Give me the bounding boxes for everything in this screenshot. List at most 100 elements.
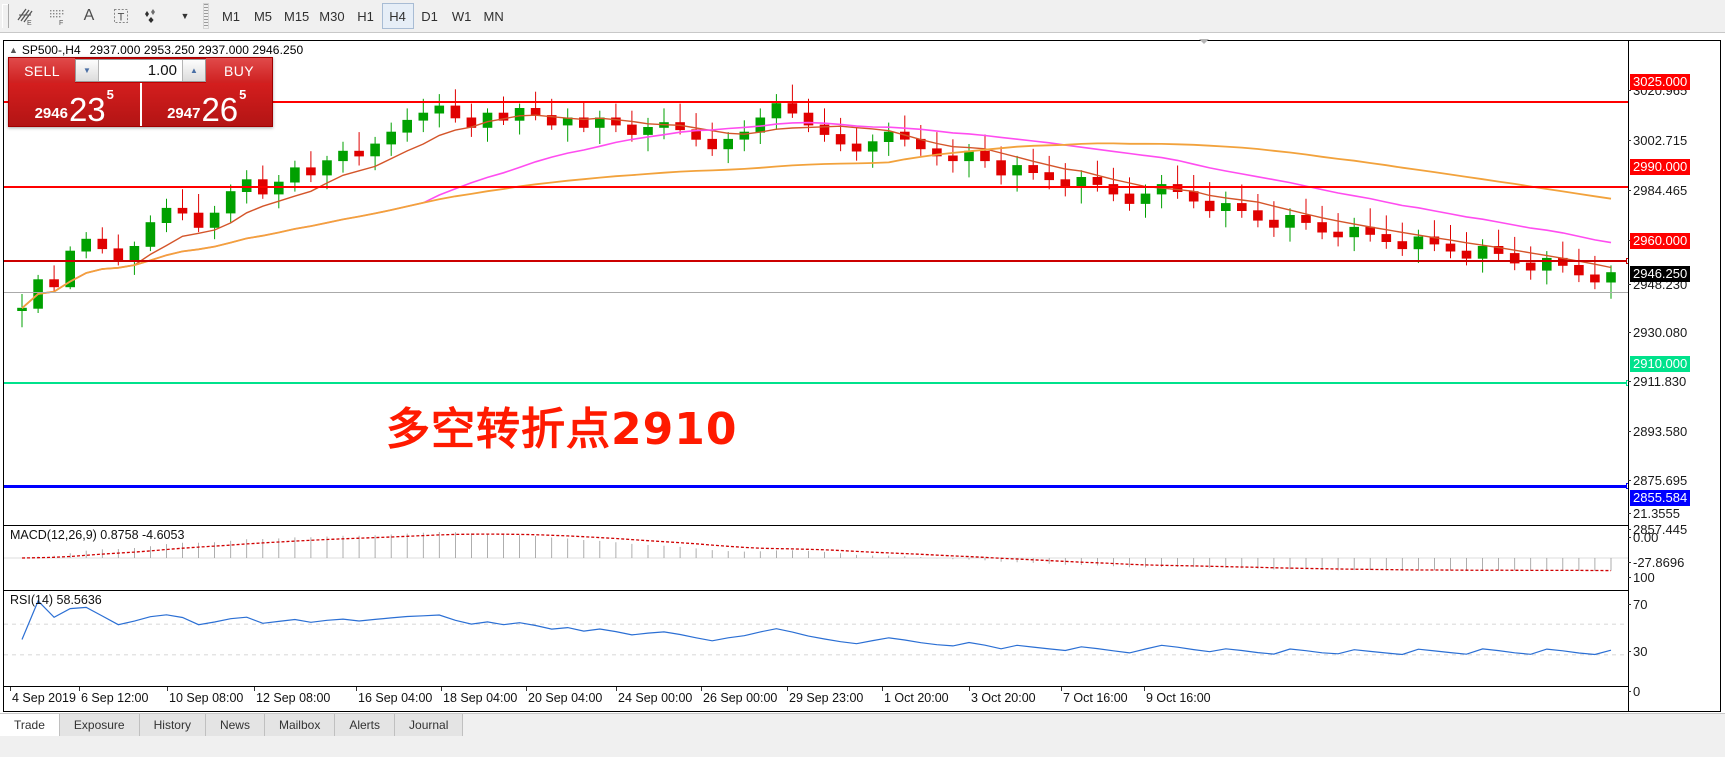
timeframe-m30[interactable]: M30 (319, 8, 345, 24)
chart-annotation-text: 多空转折点2910 (386, 404, 738, 455)
tab-alerts[interactable]: Alerts (335, 714, 396, 736)
svg-text:T: T (118, 12, 125, 24)
sell-button[interactable]: SELL (9, 58, 75, 83)
price-pane[interactable] (4, 56, 1629, 501)
rsi-tick: 70 (1627, 597, 1648, 612)
lot-decrease-icon[interactable]: ▼ (76, 60, 99, 81)
crosshair-e-icon[interactable]: E (10, 2, 40, 30)
time-label: 7 Oct 16:00 (1063, 691, 1128, 705)
buy-button[interactable]: BUY (206, 58, 272, 83)
macd-tick: 0.00 (1627, 530, 1659, 545)
rsi-chart-svg (4, 599, 1629, 656)
time-tick (526, 687, 527, 691)
tab-news[interactable]: News (205, 714, 265, 736)
time-label: 24 Sep 00:00 (618, 691, 693, 705)
macd-tick: 21.3555 (1628, 506, 1680, 521)
chart-window: ▲ SP500-,H4 2937.000 2953.250 2937.000 2… (3, 39, 1721, 712)
bottom-status-bar: Trade Exposure History News Mailbox Alerts Jou… (0, 713, 1725, 757)
price-tag-2990-000[interactable]: 2990.000 (1630, 159, 1691, 175)
one-click-trading-panel[interactable]: SELL ▼ 1.00 ▲ BUY 2946 23 5 2947 26 5 (8, 57, 273, 127)
time-tick (1144, 687, 1145, 691)
time-tick (616, 687, 617, 691)
price-tag-2946-250[interactable]: 2946.250 (1630, 266, 1691, 282)
time-tick (1061, 687, 1062, 691)
svg-text:F: F (59, 20, 63, 26)
time-tick (969, 687, 970, 691)
symbol-name: SP500-,H4 (21, 42, 81, 57)
sell-price-main: 23 (68, 91, 106, 128)
timeframe-h1[interactable]: H1 (357, 8, 374, 24)
price-tick: 2875.695 (1627, 473, 1688, 488)
sell-price[interactable]: 2946 23 5 (9, 83, 140, 126)
time-tick (10, 687, 11, 691)
time-tick (787, 687, 788, 691)
rsi-tick: 30 (1627, 644, 1648, 659)
rsi-tick: 0 (1627, 684, 1641, 699)
time-label: 10 Sep 08:00 (169, 691, 244, 705)
trade-panel-top-row: SELL ▼ 1.00 ▲ BUY (9, 58, 272, 83)
tab-history[interactable]: History (139, 714, 206, 736)
trade-panel-prices-row: 2946 23 5 2947 26 5 (9, 83, 272, 126)
chart-top-marker-icon (1199, 39, 1209, 44)
lot-size-input[interactable]: 1.00 (99, 60, 182, 81)
price-tag-2910-000[interactable]: 2910.000 (1630, 356, 1691, 372)
price-chart-svg (17, 84, 1616, 328)
sell-price-prefix: 2946 (34, 105, 68, 122)
price-tick: 2984.465 (1627, 183, 1688, 198)
rsi-tick: 100 (1628, 570, 1655, 585)
time-label: 1 Oct 20:00 (884, 691, 949, 705)
text-a-icon[interactable]: A (83, 7, 95, 24)
time-label: 20 Sep 04:00 (528, 691, 603, 705)
objects-icon[interactable] (138, 2, 168, 30)
toolbar-grip[interactable] (2, 4, 9, 28)
bottom-tabstrip[interactable]: Trade Exposure History News Mailbox Alerts Jou… (0, 714, 464, 736)
price-tick: 2893.580 (1627, 424, 1688, 439)
price-tick: 3002.715 (1627, 133, 1688, 148)
buy-price[interactable]: 2947 26 5 (139, 83, 272, 126)
price-tag-2960-000[interactable]: 2960.000 (1630, 233, 1691, 249)
time-label: 16 Sep 04:00 (358, 691, 433, 705)
timeframe-m15[interactable]: M15 (284, 8, 310, 24)
timeframe-h4[interactable]: H4 (381, 3, 414, 29)
tab-trade[interactable]: Trade (0, 714, 60, 736)
symbol-ohlc-line: ▲ SP500-,H4 2937.000 2953.250 2937.000 2… (4, 42, 1725, 57)
rsi-pane[interactable]: RSI(14) 58.5636 (4, 590, 1629, 712)
buy-price-fraction: 5 (239, 87, 247, 102)
macd-chart-svg (4, 532, 1629, 572)
lot-size-stepper[interactable]: ▼ 1.00 ▲ (75, 59, 206, 82)
time-label: 29 Sep 23:00 (789, 691, 864, 705)
tab-journal[interactable]: Journal (395, 714, 464, 736)
time-label: 6 Sep 12:00 (81, 691, 149, 705)
price-tag-2855-584[interactable]: 2855.584 (1630, 490, 1691, 506)
tab-exposure[interactable]: Exposure (59, 714, 140, 736)
price-tick: 2911.830 (1627, 374, 1687, 389)
price-tag-3025-000[interactable]: 3025.000 (1630, 74, 1691, 90)
price-tick: 2857.445 (1627, 522, 1688, 537)
symbol-ohlc-values: 2937.000 2953.250 2937.000 2946.250 (89, 42, 304, 57)
price-axis[interactable]: 3020.9653002.7152984.4652966.2152948.230… (1627, 41, 1720, 711)
sell-price-fraction: 5 (106, 87, 114, 102)
price-tick: 2930.080 (1627, 325, 1688, 340)
tab-mailbox[interactable]: Mailbox (264, 714, 336, 736)
macd-pane[interactable]: MACD(12,26,9) 0.8758 -4.6053 (4, 525, 1629, 589)
chevron-down-icon[interactable]: ▼ (180, 11, 190, 21)
time-label: 3 Oct 20:00 (971, 691, 1036, 705)
buy-price-prefix: 2947 (167, 105, 201, 122)
timeframe-w1[interactable]: W1 (451, 8, 472, 24)
main-toolbar: E F A T (0, 0, 1725, 33)
timeframe-m5[interactable]: M5 (253, 8, 273, 24)
time-tick (882, 687, 883, 691)
time-tick (167, 687, 168, 691)
timeframe-mn[interactable]: MN (483, 8, 504, 24)
timeframe-d1[interactable]: D1 (421, 8, 438, 24)
time-label: 18 Sep 04:00 (443, 691, 518, 705)
collapse-triangle-icon[interactable]: ▲ (9, 44, 18, 55)
toolbar-grip-2[interactable] (203, 3, 209, 29)
lot-increase-icon[interactable]: ▲ (182, 60, 205, 81)
timeframe-m1[interactable]: M1 (221, 8, 241, 24)
text-label-icon[interactable]: T (106, 2, 136, 30)
svg-text:E: E (27, 20, 32, 26)
macd-tick: -27.8696 (1627, 555, 1685, 570)
grid-f-icon[interactable]: F (42, 2, 72, 30)
time-label: 4 Sep 2019 (12, 691, 76, 705)
